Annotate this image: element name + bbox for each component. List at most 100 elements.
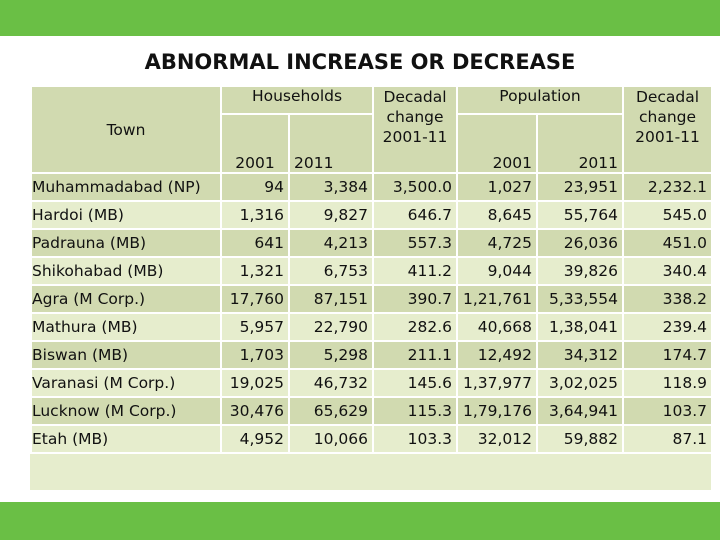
table-body: Muhammadabad (NP) 94 3,384 3,500.0 1,027 23,9… bbox=[30, 172, 714, 454]
cell-households-2011: 22,790 bbox=[287, 312, 375, 342]
cell-households-2001: 1,703 bbox=[220, 340, 290, 370]
cell-households-2001: 5,957 bbox=[220, 312, 290, 342]
cell-households-change: 3,500.0 bbox=[372, 172, 459, 202]
header-population: Population bbox=[456, 85, 625, 115]
cell-population-2011: 1,38,041 bbox=[536, 312, 625, 342]
cell-households-2001: 1,321 bbox=[220, 256, 290, 286]
cell-town: Hardoi (MB) bbox=[30, 200, 222, 230]
cell-population-change: 87.1 bbox=[622, 424, 714, 454]
table-row: Agra (M Corp.) 17,760 87,151 390.7 1,21,761 5… bbox=[30, 284, 714, 314]
table-row: Shikohabad (MB) 1,321 6,753 411.2 9,044 39,82… bbox=[30, 256, 714, 286]
header-households-2011: 2011 bbox=[287, 113, 375, 174]
table-row: Biswan (MB) 1,703 5,298 211.1 12,492 34,312 17… bbox=[30, 340, 714, 370]
cell-households-change: 282.6 bbox=[372, 312, 459, 342]
table-row: Lucknow (M Corp.) 30,476 65,629 115.3 1,79,1… bbox=[30, 396, 714, 426]
header-population-2011: 2011 bbox=[536, 113, 625, 174]
cell-town: Agra (M Corp.) bbox=[30, 284, 222, 314]
cell-population-2001: 1,027 bbox=[456, 172, 539, 202]
cell-population-2011: 34,312 bbox=[536, 340, 625, 370]
cell-population-2011: 3,02,025 bbox=[536, 368, 625, 398]
cell-households-2001: 641 bbox=[220, 228, 290, 258]
town-growth-table: Town Households Decadal change 2001-11 P… bbox=[30, 85, 714, 454]
cell-households-2011: 87,151 bbox=[287, 284, 375, 314]
cell-population-change: 338.2 bbox=[622, 284, 714, 314]
cell-population-2011: 55,764 bbox=[536, 200, 625, 230]
cell-households-2001: 1,316 bbox=[220, 200, 290, 230]
cell-population-2001: 12,492 bbox=[456, 340, 539, 370]
top-decor-band bbox=[0, 0, 720, 36]
cell-households-2011: 46,732 bbox=[287, 368, 375, 398]
cell-population-change: 118.9 bbox=[622, 368, 714, 398]
cell-population-change: 340.4 bbox=[622, 256, 714, 286]
cell-population-change: 451.0 bbox=[622, 228, 714, 258]
cell-town: Varanasi (M Corp.) bbox=[30, 368, 222, 398]
cell-population-2001: 1,21,761 bbox=[456, 284, 539, 314]
cell-households-change: 103.3 bbox=[372, 424, 459, 454]
table-row: Mathura (MB) 5,957 22,790 282.6 40,668 1,38,0… bbox=[30, 312, 714, 342]
cell-households-2011: 10,066 bbox=[287, 424, 375, 454]
header-town: Town bbox=[30, 85, 222, 174]
cell-households-2001: 30,476 bbox=[220, 396, 290, 426]
cell-town: Lucknow (M Corp.) bbox=[30, 396, 222, 426]
cell-households-2011: 6,753 bbox=[287, 256, 375, 286]
cell-households-change: 211.1 bbox=[372, 340, 459, 370]
header-households-2001: 2001 bbox=[220, 113, 290, 174]
cell-households-2011: 3,384 bbox=[287, 172, 375, 202]
table-row: Varanasi (M Corp.) 19,025 46,732 145.6 1,37,… bbox=[30, 368, 714, 398]
cell-population-change: 239.4 bbox=[622, 312, 714, 342]
header-decadal-line1: Decadal bbox=[383, 88, 447, 106]
cell-households-2011: 4,213 bbox=[287, 228, 375, 258]
cell-town: Mathura (MB) bbox=[30, 312, 222, 342]
table-row: Etah (MB) 4,952 10,066 103.3 32,012 59,882 87.… bbox=[30, 424, 714, 454]
cell-households-2011: 65,629 bbox=[287, 396, 375, 426]
cell-town: Etah (MB) bbox=[30, 424, 222, 454]
header-households: Households bbox=[219, 85, 375, 115]
cell-population-2001: 4,725 bbox=[456, 228, 539, 258]
cell-population-2011: 39,826 bbox=[536, 256, 625, 286]
cell-population-2011: 59,882 bbox=[536, 424, 625, 454]
cell-households-change: 557.3 bbox=[372, 228, 459, 258]
cell-households-2001: 4,952 bbox=[220, 424, 290, 454]
header-decadal-line3: 2001-11 bbox=[382, 128, 448, 146]
cell-households-2001: 17,760 bbox=[220, 284, 290, 314]
cell-households-2001: 94 bbox=[220, 172, 290, 202]
cell-town: Shikohabad (MB) bbox=[30, 256, 222, 286]
header-decadal-line1: Decadal bbox=[635, 88, 700, 106]
table-row: Hardoi (MB) 1,316 9,827 646.7 8,645 55,764 545… bbox=[30, 200, 714, 230]
cell-households-2001: 19,025 bbox=[220, 368, 290, 398]
header-decadal-line2: change bbox=[638, 108, 697, 126]
cell-population-2011: 5,33,554 bbox=[536, 284, 625, 314]
cell-population-2011: 26,036 bbox=[536, 228, 625, 258]
cell-households-change: 411.2 bbox=[372, 256, 459, 286]
cell-town: Muhammadabad (NP) bbox=[30, 172, 222, 202]
cell-population-2001: 40,668 bbox=[456, 312, 539, 342]
cell-population-2001: 1,79,176 bbox=[456, 396, 539, 426]
table-row: Muhammadabad (NP) 94 3,384 3,500.0 1,027 23,9… bbox=[30, 172, 714, 202]
cell-population-2001: 32,012 bbox=[456, 424, 539, 454]
cell-population-2001: 1,37,977 bbox=[456, 368, 539, 398]
cell-households-change: 646.7 bbox=[372, 200, 459, 230]
cell-households-change: 390.7 bbox=[372, 284, 459, 314]
data-table-container: Town Households Decadal change 2001-11 P… bbox=[30, 85, 714, 490]
header-decadal-line3: 2001-11 bbox=[635, 128, 700, 146]
cell-population-2011: 3,64,941 bbox=[536, 396, 625, 426]
cell-population-change: 2,232.1 bbox=[622, 172, 714, 202]
bottom-decor-band bbox=[0, 502, 720, 540]
page-title: ABNORMAL INCREASE OR DECREASE bbox=[144, 50, 576, 74]
header-households-decadal-change: Decadal change 2001-11 bbox=[372, 85, 459, 174]
cell-households-2011: 5,298 bbox=[287, 340, 375, 370]
cell-population-2011: 23,951 bbox=[536, 172, 625, 202]
cell-town: Padrauna (MB) bbox=[30, 228, 222, 258]
cell-population-change: 545.0 bbox=[622, 200, 714, 230]
cell-households-change: 145.6 bbox=[372, 368, 459, 398]
cell-population-2001: 8,645 bbox=[456, 200, 539, 230]
header-decadal-line2: change bbox=[386, 108, 444, 126]
cell-town: Biswan (MB) bbox=[30, 340, 222, 370]
cell-population-change: 103.7 bbox=[622, 396, 714, 426]
table-row: Padrauna (MB) 641 4,213 557.3 4,725 26,036 451… bbox=[30, 228, 714, 258]
cell-households-2011: 9,827 bbox=[287, 200, 375, 230]
header-population-decadal-change: Decadal change 2001-11 bbox=[622, 85, 714, 174]
cell-population-change: 174.7 bbox=[622, 340, 714, 370]
cell-population-2001: 9,044 bbox=[456, 256, 539, 286]
cell-households-change: 115.3 bbox=[372, 396, 459, 426]
